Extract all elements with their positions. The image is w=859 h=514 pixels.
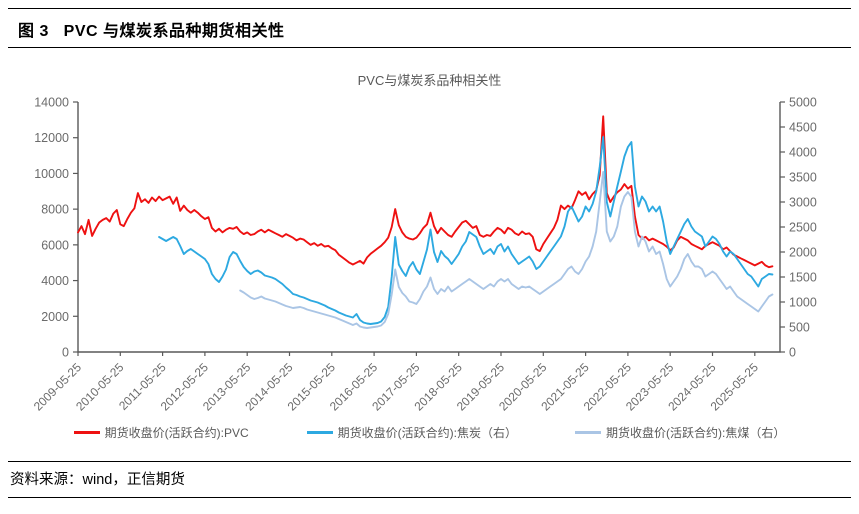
left-axis-tick-label: 4000 [41,274,69,288]
legend-item-coke: 期货收盘价(活跃合约):焦炭（右） [306,424,517,441]
legend-item-pvc: 期货收盘价(活跃合约):PVC [73,424,249,441]
line-chart: 0 2000 4000 6000 8000 10000 12000 14000 0 500 1000… [31,96,817,414]
pvc-series-line [77,115,774,269]
coking-coal-legend-swatch [575,431,601,434]
chart-legend: 期货收盘价(活跃合约):PVC 期货收盘价(活跃合约):焦炭（右） 期货收盘价(… [0,424,859,441]
right-axis-tick-label: 500 [789,321,810,335]
right-axis-tick-label: 3000 [789,196,817,210]
right-axis-tick-label: 2500 [789,221,817,235]
legend-item-coking-coal: 期货收盘价(活跃合约):焦煤（右） [575,424,785,441]
left-axis-tick-label: 10000 [34,167,69,181]
right-axis-tick-label: 4000 [789,146,817,160]
coking-coal-legend-label: 期货收盘价(活跃合约):焦煤（右） [606,426,786,440]
figure-caption: 图 3 PVC 与煤炭系品种期货相关性 [18,23,285,40]
coke-legend-label: 期货收盘价(活跃合约):焦炭（右） [337,426,517,440]
right-axis-tick-label: 3500 [789,171,817,185]
right-axis-tick-label: 2000 [789,246,817,260]
right-axis-tick-label: 5000 [789,96,817,110]
left-axis-tick-label: 12000 [34,131,69,145]
pvc-legend-swatch [73,431,100,434]
header-top-rule [8,8,851,9]
pvc-legend-label: 期货收盘价(活跃合约):PVC [104,426,249,440]
source-note: 资料来源：wind，正信期货 [10,472,185,488]
coking-coal-series-line [239,171,774,329]
coke-series-line [158,136,774,325]
right-axis-tick-label: 1000 [789,296,817,310]
left-axis-tick-label: 8000 [41,203,69,217]
footer-top-rule [8,461,851,462]
chart-title: PVC与煤炭系品种相关性 [357,73,502,88]
left-axis-tick-label: 14000 [34,96,69,110]
left-axis-tick-label: 0 [62,346,69,360]
left-axis-tick-label: 2000 [41,310,69,324]
right-axis-tick-label: 4500 [789,121,817,135]
right-axis-tick-label: 0 [789,346,796,360]
footer-bottom-rule [8,497,851,498]
right-axis-tick-label: 1500 [789,271,817,285]
header-bottom-rule [8,47,851,48]
coke-legend-swatch [306,431,333,434]
axis-frame [77,102,781,353]
left-axis-tick-label: 6000 [41,238,69,252]
